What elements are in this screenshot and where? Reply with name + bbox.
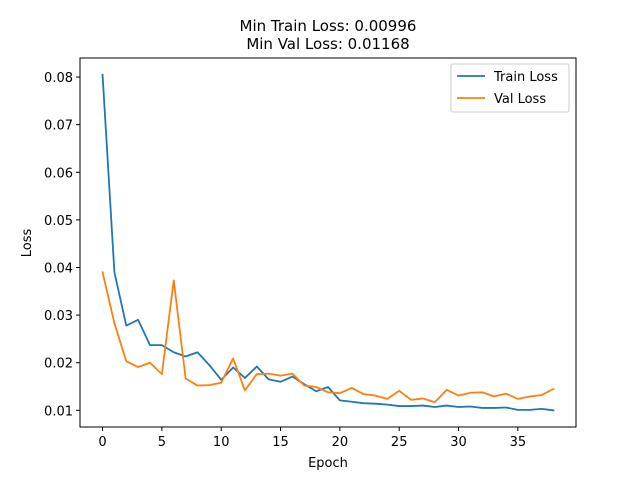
x-tick-label: 35: [510, 435, 527, 450]
plot-frame: [79, 57, 577, 428]
legend-label-train-loss: Train Loss: [493, 70, 558, 85]
legend-label-val-loss: Val Loss: [494, 92, 546, 107]
y-tick-label: 0.01: [44, 404, 73, 419]
x-tick-label: 5: [158, 435, 166, 450]
y-tick-label: 0.07: [44, 119, 73, 134]
chart-title-line-1: Min Train Loss: 0.00996: [240, 17, 417, 35]
y-tick-label: 0.06: [44, 166, 73, 181]
y-tick-label: 0.02: [44, 357, 73, 372]
x-tick-label: 20: [332, 435, 349, 450]
x-tick-label: 25: [391, 435, 408, 450]
x-tick-label: 15: [272, 435, 289, 450]
x-axis-label: Epoch: [308, 456, 348, 471]
legend: Train Loss Val Loss: [450, 63, 570, 113]
y-tick-label: 0.08: [44, 71, 73, 86]
x-tick-label: 0: [98, 435, 106, 450]
y-tick-label: 0.04: [44, 261, 73, 276]
x-tick-label: 30: [450, 435, 467, 450]
chart-title-line-2: Min Val Loss: 0.01168: [246, 35, 409, 53]
axis-ticks: 0 5 10 15 20 25 30 35 0.01 0.02 0.03 0.04 0.05 0.06 0.…: [44, 71, 526, 450]
series-line-val-loss: [101, 271, 555, 404]
y-axis-label: Loss: [20, 229, 35, 258]
y-tick-label: 0.03: [44, 309, 73, 324]
series-line-train-loss: [101, 73, 555, 412]
series-lines: [101, 73, 555, 412]
x-tick-label: 10: [213, 435, 230, 450]
y-tick-label: 0.05: [44, 214, 73, 229]
